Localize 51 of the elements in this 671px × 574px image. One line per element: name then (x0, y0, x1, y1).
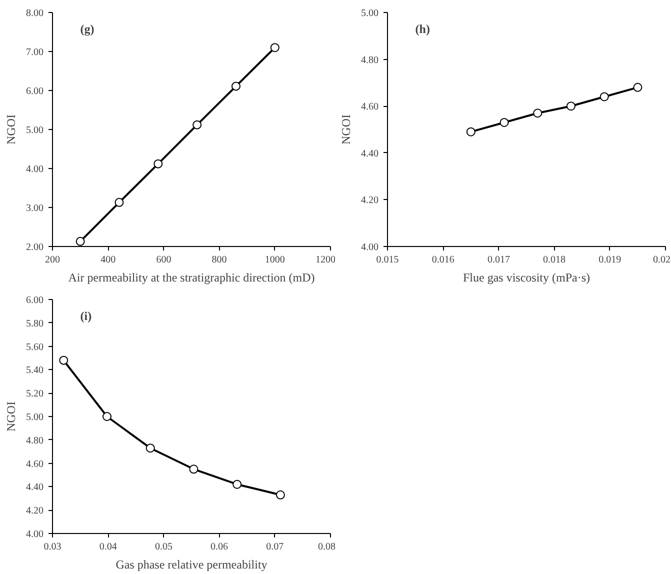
y-tick-label: 4.60 (361, 102, 378, 113)
x-tick-label: 0.019 (598, 254, 622, 266)
annotation: (g) (80, 22, 94, 36)
y-tick-label: 4.40 (26, 482, 44, 494)
x-tick-label: 0.017 (487, 254, 510, 266)
y-tick-label: 5.60 (26, 342, 44, 353)
x-axis-title: Air permeability at the stratigraphic direction (mD) (68, 270, 315, 284)
y-tick-label: 8.00 (26, 8, 44, 19)
x-tick-label: 600 (156, 254, 172, 266)
y-tick-label: 4.00 (26, 164, 44, 175)
y-tick-label: 4.80 (361, 54, 378, 66)
y-tick-label: 4.60 (26, 458, 44, 470)
x-axis-title: Gas phase relative permeability (116, 558, 268, 572)
x-axis-title: Flue gas viscosity (mPa·s) (463, 270, 590, 284)
x-tick-label: 0.07 (266, 542, 284, 552)
x-tick-label: 800 (212, 254, 227, 266)
x-tick-label: 0.08 (318, 542, 336, 552)
x-tick-label: 200 (45, 254, 60, 266)
y-tick-label: 5.00 (361, 8, 378, 19)
y-tick-label: 4.00 (26, 529, 44, 540)
y-tick-label: 4.80 (26, 435, 44, 446)
y-tick-label: 6.00 (26, 86, 44, 97)
y-tick-label: 5.20 (26, 388, 44, 400)
y-tick-label: 4.40 (361, 148, 378, 160)
y-tick-label: 7.00 (26, 47, 44, 58)
x-tick-label: 0.05 (154, 542, 172, 552)
x-tick-label: 0.02 (653, 254, 670, 266)
x-tick-label: 1200 (316, 254, 336, 266)
x-tick-label: 1000 (264, 254, 285, 266)
x-tick-label: 0.06 (210, 542, 228, 552)
x-tick-label: 0.015 (376, 254, 399, 266)
y-axis-title: NGOI (339, 114, 353, 144)
annotation: (h) (415, 22, 430, 36)
y-tick-label: 2.00 (26, 242, 44, 253)
y-axis-title: NGOI (4, 401, 18, 432)
x-tick-label: 0.04 (99, 542, 117, 552)
y-tick-label: 5.00 (26, 125, 44, 136)
y-axis-title: NGOI (4, 114, 18, 144)
y-tick-label: 4.00 (361, 242, 378, 253)
y-tick-label: 3.00 (26, 203, 44, 214)
y-tick-label: 5.00 (26, 412, 44, 423)
x-tick-label: 0.03 (44, 542, 62, 552)
y-tick-label: 4.20 (26, 506, 44, 517)
x-tick-label: 400 (100, 254, 116, 266)
y-tick-label: 4.20 (361, 195, 378, 206)
x-tick-label: 0.018 (543, 254, 566, 266)
x-tick-label: 0.016 (432, 254, 454, 266)
y-tick-label: 6.00 (26, 295, 44, 306)
y-tick-label: 5.40 (26, 365, 44, 376)
annotation: (i) (80, 308, 92, 323)
y-tick-label: 5.80 (26, 318, 44, 330)
